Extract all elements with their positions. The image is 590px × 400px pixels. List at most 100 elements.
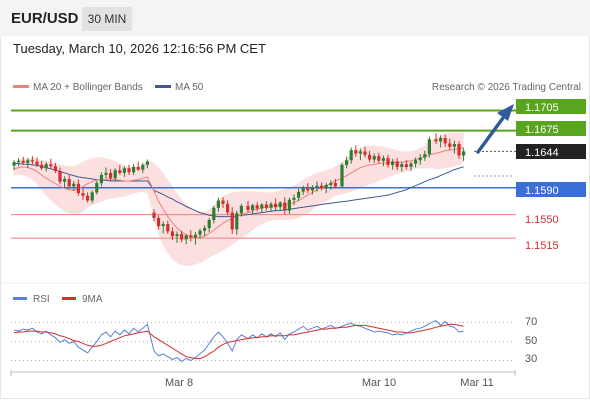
candle-body xyxy=(395,161,399,167)
candle-body xyxy=(122,168,126,173)
rsi-grid xyxy=(11,322,514,361)
candle-body xyxy=(386,158,390,165)
candle-body xyxy=(203,228,207,231)
pivot-label: 1.1590 xyxy=(525,185,559,197)
candle xyxy=(427,136,431,158)
candle-body xyxy=(414,160,418,164)
candle xyxy=(113,168,117,181)
candle xyxy=(292,194,296,206)
candle xyxy=(377,152,381,164)
candle-body xyxy=(17,160,21,163)
candle xyxy=(44,162,48,172)
candle xyxy=(136,161,140,171)
candle-body xyxy=(283,202,287,211)
candle xyxy=(452,140,456,154)
candle xyxy=(260,203,264,213)
candle xyxy=(226,200,230,216)
ma50-legend-label: MA 50 xyxy=(175,82,204,93)
candle-body xyxy=(340,164,344,187)
candle xyxy=(251,203,255,214)
candle xyxy=(180,230,184,243)
candle-body xyxy=(99,175,103,184)
candle-body xyxy=(377,156,381,161)
candle xyxy=(278,201,282,211)
candle xyxy=(152,209,156,222)
candle-body xyxy=(193,234,197,238)
candle xyxy=(99,172,103,187)
candle xyxy=(30,156,34,165)
last-price-box xyxy=(516,144,586,159)
candle xyxy=(269,201,273,212)
timeframe-badge[interactable]: 30 MIN xyxy=(82,7,132,31)
candle xyxy=(207,217,211,233)
candle-body xyxy=(287,199,291,211)
candle xyxy=(315,181,319,192)
candle-body xyxy=(292,197,296,200)
candle-body xyxy=(255,205,259,209)
bollinger-bands xyxy=(14,132,464,266)
candle-body xyxy=(81,193,85,196)
title-bar: EUR/USD 30 MIN xyxy=(0,0,590,36)
candle xyxy=(235,210,239,235)
candle-body xyxy=(184,235,188,240)
s1-label: 1.1550 xyxy=(525,214,559,226)
candle xyxy=(358,148,362,161)
candle-body xyxy=(161,224,165,226)
candle xyxy=(395,158,399,171)
candle-body xyxy=(235,213,239,230)
candle-body xyxy=(141,164,145,170)
candle xyxy=(76,179,80,196)
candle-body xyxy=(372,156,376,160)
candle xyxy=(166,220,170,235)
pivot-label-box xyxy=(516,182,586,197)
candle-body xyxy=(274,203,278,208)
candle xyxy=(274,198,278,211)
rsi-legend-label: RSI xyxy=(33,294,50,305)
candle xyxy=(297,189,301,202)
rsi-legend-swatch xyxy=(13,297,27,300)
candle xyxy=(145,159,149,169)
candle-body xyxy=(239,205,243,214)
rsi-tick-70: 70 xyxy=(525,316,537,328)
candle xyxy=(104,167,108,179)
candle xyxy=(95,181,99,195)
x-tick-mar8: Mar 8 xyxy=(165,377,193,389)
candle xyxy=(246,201,250,213)
candle-body xyxy=(448,143,452,147)
candle-body xyxy=(320,185,324,189)
candle xyxy=(354,145,358,157)
candle xyxy=(53,162,57,173)
candle xyxy=(329,180,333,190)
ma20-legend-swatch xyxy=(13,85,29,88)
timestamp: Tuesday, March 10, 2026 12:16:56 PM CET xyxy=(13,41,266,56)
candle-body xyxy=(443,138,447,144)
candle xyxy=(49,158,53,169)
candle-body xyxy=(49,164,53,167)
candle xyxy=(221,197,225,208)
candle xyxy=(67,174,71,190)
candle-body xyxy=(409,163,413,167)
rsi-tick-30: 30 xyxy=(525,353,537,365)
candle-body xyxy=(90,192,94,201)
instrument-title: EUR/USD xyxy=(11,10,79,27)
candle-body xyxy=(145,161,149,165)
candle-body xyxy=(166,224,170,232)
rsi-legend: RSI 9MA xyxy=(13,294,103,305)
candle xyxy=(26,158,30,168)
candle-body xyxy=(35,161,39,165)
candle xyxy=(264,201,268,211)
candle-body xyxy=(404,164,408,167)
s2-label: 1.1515 xyxy=(525,240,559,252)
candle-body xyxy=(400,164,404,167)
candle xyxy=(122,166,126,177)
candle xyxy=(439,135,443,148)
candle-body xyxy=(58,170,62,182)
rsi-ma9-line xyxy=(13,323,464,360)
key-levels xyxy=(11,109,516,239)
candle xyxy=(368,150,372,163)
candle-body xyxy=(269,203,273,208)
candle xyxy=(409,161,413,171)
candle-body xyxy=(278,202,282,208)
candle-body xyxy=(21,160,25,163)
candle xyxy=(283,197,287,215)
